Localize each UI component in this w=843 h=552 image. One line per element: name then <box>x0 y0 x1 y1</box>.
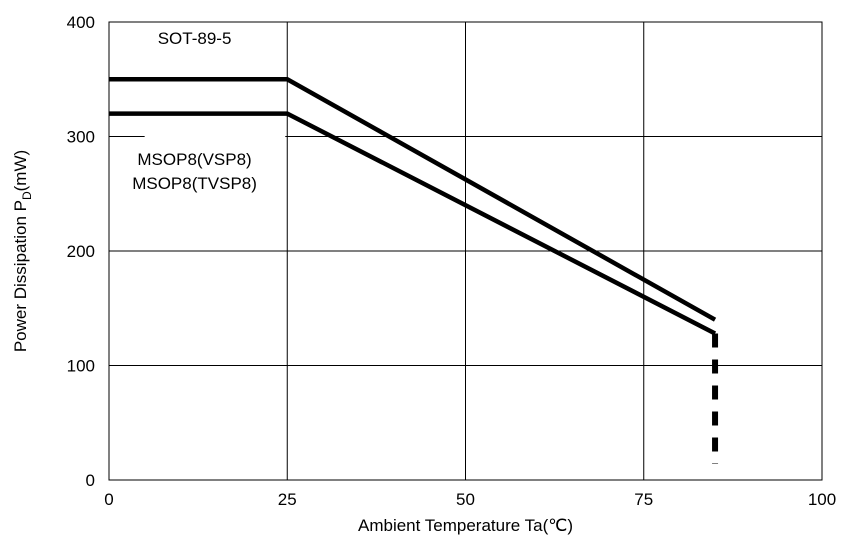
y-tick-label: 100 <box>67 357 95 376</box>
series-line <box>109 77 717 322</box>
x-tick-label: 100 <box>808 490 836 509</box>
annotation-label: SOT-89-5 <box>158 29 232 48</box>
y-tick-label: 300 <box>67 128 95 147</box>
x-tick-label: 0 <box>104 490 113 509</box>
annotation-label: MSOP8(TVSP8) <box>132 174 257 193</box>
y-tick-label: 0 <box>86 471 95 490</box>
x-tick-label: 25 <box>278 490 297 509</box>
annotation-background <box>144 117 286 219</box>
y-tick-labels: 0 100 200 300 400 <box>67 13 95 490</box>
y-axis-label: Power Dissipation PD(mW) <box>11 150 34 352</box>
x-axis-label: Ambient Temperature Ta(℃) <box>358 516 573 535</box>
x-tick-label: 50 <box>456 490 475 509</box>
y-tick-label: 400 <box>67 13 95 32</box>
annotation-layer: SOT-89-5 MSOP8(VSP8) MSOP8(TVSP8) <box>132 29 286 219</box>
grid <box>109 22 822 480</box>
x-tick-label: 75 <box>634 490 653 509</box>
y-axis-label-unit: (mW) <box>11 150 30 192</box>
annotation-label: MSOP8(VSP8) <box>137 150 251 169</box>
y-axis-label-main: Power Dissipation P <box>11 200 30 352</box>
series-line <box>109 111 717 336</box>
series-layer <box>109 77 719 464</box>
x-tick-labels: 0 25 50 75 100 <box>104 490 836 509</box>
y-tick-label: 200 <box>67 242 95 261</box>
plot-frame <box>108 21 823 481</box>
y-axis-label-subscript: D <box>20 191 34 200</box>
